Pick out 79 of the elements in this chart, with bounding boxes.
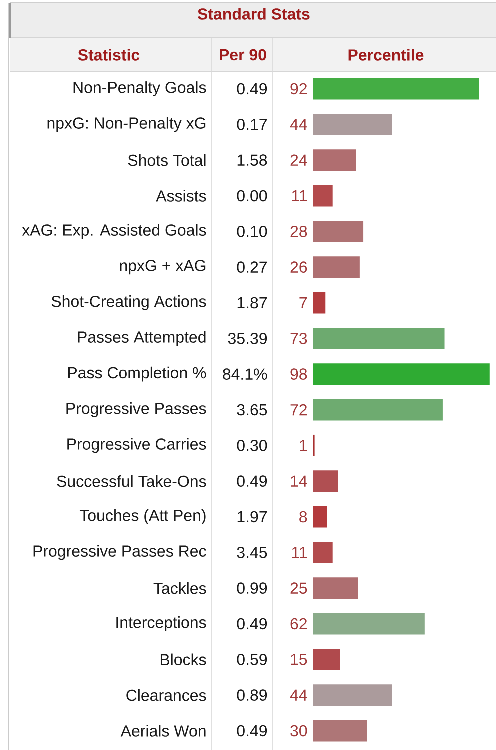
data-label: 62 [290, 618, 307, 630]
bar [313, 720, 368, 742]
bar [313, 150, 356, 172]
data-label: 24 [290, 154, 308, 166]
text: Per 90 [220, 49, 266, 61]
bar [313, 292, 326, 314]
bar [313, 399, 443, 421]
y-tick-label: Blocks [160, 654, 206, 666]
bar [313, 328, 445, 350]
y-tick-label: npxG + xAG [120, 260, 206, 275]
text: 0.59 [237, 654, 268, 666]
bar [313, 185, 333, 207]
y-tick-label: Shot-Creating Actions [52, 296, 206, 310]
y-tick-label: Successful Take-Ons [57, 475, 206, 488]
data-label: 26 [290, 262, 308, 274]
y-tick-label: Shots Total [128, 154, 206, 166]
text: 1.58 [238, 154, 268, 166]
y-tick-label: Tackles [154, 582, 206, 594]
bar [313, 114, 392, 136]
data-label: 98 [290, 368, 308, 380]
bar [313, 256, 360, 278]
text: 0.49 [237, 83, 268, 95]
text: 84.1% [223, 368, 268, 380]
text: 0.89 [237, 690, 268, 701]
data-label: 92 [290, 83, 307, 95]
y-tick-label: Progressive Passes Rec [34, 545, 206, 560]
bar [313, 578, 358, 600]
text: 0.49 [237, 476, 268, 488]
y-tick-label: Aerials Won [120, 725, 206, 737]
bar [313, 78, 480, 100]
bar [313, 364, 490, 386]
bar [313, 220, 364, 242]
data-label: 30 [290, 725, 308, 737]
text: 0.00 [237, 190, 268, 202]
y-tick-label: Passes Attempted [78, 331, 206, 346]
data-label: 73 [290, 333, 308, 344]
text: 3.65 [237, 404, 268, 416]
data-label: 8 [300, 511, 308, 523]
bar [313, 506, 328, 528]
bar [313, 613, 425, 635]
y-tick-label: Assists [156, 190, 206, 202]
data-label: 15 [291, 654, 308, 666]
text: 3.45 [237, 547, 268, 558]
y-tick-label: Non-Penalty Goals [74, 82, 206, 96]
bar [313, 542, 333, 564]
text: 0.49 [237, 725, 268, 737]
data-label: 11 [292, 547, 308, 558]
y-tick-label: Clearances [126, 689, 206, 702]
data-label: 44 [290, 690, 308, 701]
y-axis-title: Statistic [78, 49, 140, 61]
text: 0.10 [237, 226, 268, 238]
data-label: 14 [291, 476, 308, 487]
x-axis-title: Percentile [348, 49, 424, 61]
data-label: 11 [292, 190, 308, 202]
data-label: 1 [300, 440, 308, 452]
bar [313, 684, 392, 706]
y-tick-label: npxG: Non-Penalty xG [48, 117, 206, 132]
data-label: 44 [290, 119, 308, 130]
y-tick-label: Interceptions [116, 616, 206, 632]
chart-title: Standard Stats [198, 8, 310, 20]
y-tick-label: Progressive Carries [68, 438, 206, 454]
data-label: 25 [290, 582, 308, 594]
data-label: 72 [290, 404, 307, 416]
text: 0.27 [237, 262, 267, 274]
text: 0.99 [237, 582, 268, 594]
y-tick-label: Touches (Att Pen) [80, 510, 206, 524]
y-tick-label: Progressive Passes [66, 402, 206, 418]
text: 0.49 [237, 618, 268, 630]
text: 0.17 [237, 119, 267, 130]
bar [313, 470, 338, 492]
text: 1.97 [238, 511, 267, 523]
text: 0.30 [237, 440, 268, 452]
bar [313, 648, 340, 670]
y-tick-label: xAG: Exp. Assisted Goals [22, 224, 206, 240]
data-label: 28 [290, 226, 308, 238]
text: 35.39 [228, 333, 268, 344]
y-tick-label: Pass Completion % [68, 366, 206, 382]
data-label: 7 [300, 298, 307, 309]
text: 1.87 [238, 297, 267, 309]
